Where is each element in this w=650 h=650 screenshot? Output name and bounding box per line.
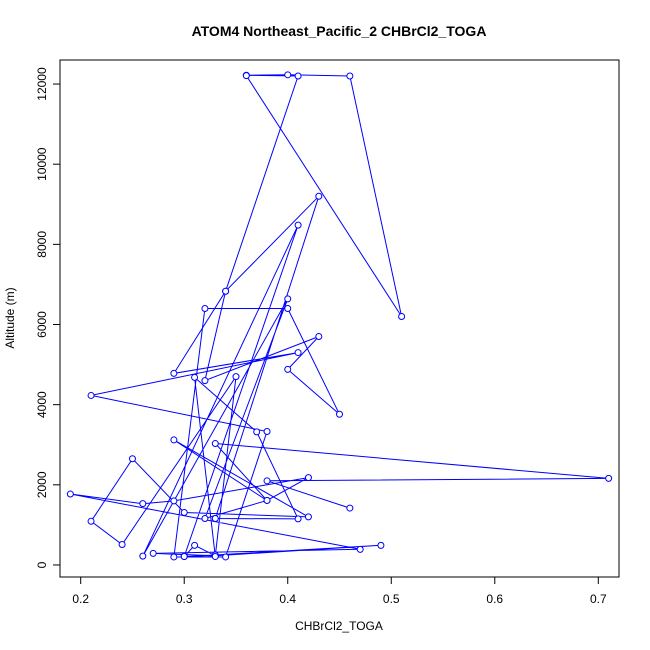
data-point [201, 514, 209, 522]
data-point [170, 553, 178, 561]
data-point [222, 553, 230, 561]
data-point [304, 513, 312, 521]
data-point [201, 304, 209, 312]
y-tick-label: 8000 [35, 231, 49, 258]
data-point [605, 474, 613, 482]
y-tick-label: 2000 [35, 471, 49, 498]
y-tick-label: 6000 [35, 311, 49, 338]
x-tick-label: 0.4 [279, 592, 296, 606]
data-point [118, 541, 126, 549]
data-point [336, 410, 343, 418]
data-point [180, 508, 188, 516]
data-point [170, 497, 178, 505]
data-point [294, 349, 302, 357]
data-point [139, 500, 147, 508]
data-point [377, 541, 385, 549]
data-point [87, 517, 95, 525]
data-point [180, 553, 188, 561]
data-point [346, 504, 354, 512]
data-point [191, 541, 199, 549]
data-point [211, 440, 219, 448]
data-point [232, 373, 240, 381]
data-point [242, 72, 250, 80]
x-tick-label: 0.7 [590, 592, 607, 606]
data-point [170, 369, 178, 377]
data-point [211, 553, 219, 561]
y-tick-label: 0 [35, 561, 49, 568]
data-point [398, 312, 406, 320]
x-tick-label: 0.3 [176, 592, 193, 606]
data-point [263, 477, 271, 485]
x-axis-label: CHBrCl2_TOGA [295, 619, 383, 633]
data-point [170, 436, 178, 444]
y-tick-label: 12000 [35, 67, 49, 101]
y-tick-label: 4000 [35, 391, 49, 418]
data-point [191, 373, 199, 381]
data-point [304, 474, 312, 482]
data-point [346, 72, 354, 80]
series-line [70, 74, 609, 558]
x-tick-label: 0.2 [72, 592, 89, 606]
x-tick-label: 0.5 [383, 592, 400, 606]
data-point [139, 552, 147, 560]
data-point [128, 455, 136, 463]
data-point [315, 192, 323, 200]
data-point [263, 496, 271, 504]
data-point [284, 295, 292, 303]
data-point [149, 549, 157, 557]
x-axis: 0.2 0.3 0.4 0.5 0.6 0.7 [72, 576, 607, 606]
data-point [211, 514, 219, 522]
y-tick-label: 10000 [35, 147, 49, 181]
data-point [284, 71, 292, 79]
data-point [294, 221, 302, 229]
data-point [284, 304, 292, 312]
data-point [222, 287, 230, 295]
data-point [356, 545, 364, 553]
data-point [294, 515, 302, 523]
data-point [87, 391, 95, 399]
data-point [315, 333, 323, 341]
data-point [253, 428, 261, 436]
data-point [201, 377, 209, 385]
data-point [263, 428, 271, 436]
data-point [284, 365, 292, 373]
data-point [294, 72, 302, 80]
chart-title: ATOM4 Northeast_Pacific_2 CHBrCl2_TOGA [192, 23, 487, 39]
x-tick-label: 0.6 [486, 592, 503, 606]
y-axis: 0 2000 4000 6000 8000 10000 12000 [35, 67, 61, 568]
y-axis-label: Altitude (m) [3, 287, 17, 348]
data-layer [66, 71, 613, 561]
data-point [66, 490, 74, 498]
